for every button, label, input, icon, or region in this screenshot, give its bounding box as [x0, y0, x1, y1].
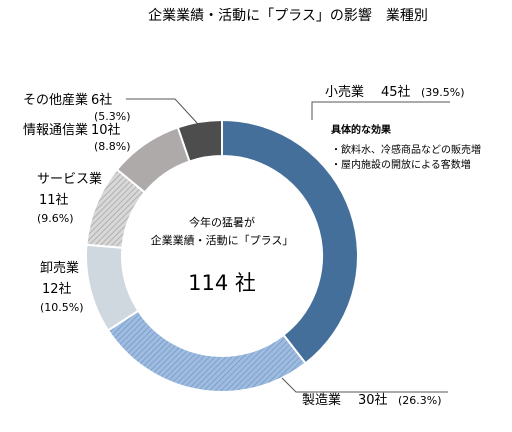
- slice-label-service: サービス業: [37, 171, 102, 187]
- leader-lines-group: [126, 98, 450, 393]
- slice-retail: [221, 118, 359, 365]
- slice-label-retail: 小売業: [325, 84, 364, 100]
- slice-count-manufacturing: 30社: [358, 392, 388, 408]
- slice-pct-wholesale: (10.5%): [40, 301, 84, 314]
- slice-other: [176, 118, 223, 163]
- slice-pct-other: (5.3%): [94, 110, 131, 123]
- slice-count-it: 10社: [91, 122, 121, 138]
- slice-count-retail: 45社: [381, 84, 411, 100]
- center-caption-line1: 今年の猛暑が: [189, 215, 255, 229]
- center-caption-line2: 企業業績・活動に「プラス」: [151, 233, 294, 247]
- slice-pct-retail: (39.5%): [421, 86, 465, 99]
- slice-label-wholesale: 卸売業: [40, 260, 79, 276]
- slice-pct-service: (9.6%): [37, 212, 74, 225]
- annotation-item: ・飲料水、冷感商品などの販売増: [331, 143, 481, 156]
- slice-pct-manufacturing: (26.3%): [398, 394, 442, 407]
- slice-count-wholesale: 12社: [42, 281, 72, 297]
- slices-group: [85, 118, 359, 393]
- slice-labels-group: 小売業 45社 (39.5%) 製造業 30社 (26.3%) 卸売業 12社 (10.5%) サ…: [23, 84, 465, 408]
- slice-label-it: 情報通信業: [23, 122, 88, 138]
- slice-count-service: 11社: [39, 192, 69, 208]
- slice-label-other: その他産業: [23, 92, 88, 108]
- slice-manufacturing: [106, 309, 307, 393]
- slice-count-other: 6社: [91, 92, 112, 108]
- leader-line-retail: [311, 101, 450, 120]
- chart-title: 企業業績・活動に「プラス」の影響 業種別: [148, 7, 428, 24]
- leader-line-other: [126, 98, 199, 125]
- annotation-heading: 具体的な効果: [330, 123, 392, 136]
- leader-line-manufacturing: [281, 377, 448, 393]
- slice-pct-it: (8.8%): [94, 140, 131, 153]
- center-total: 114 社: [188, 271, 256, 295]
- annotation-item: ・屋内施設の開放による客数増: [331, 158, 471, 171]
- slice-label-manufacturing: 製造業: [302, 392, 341, 408]
